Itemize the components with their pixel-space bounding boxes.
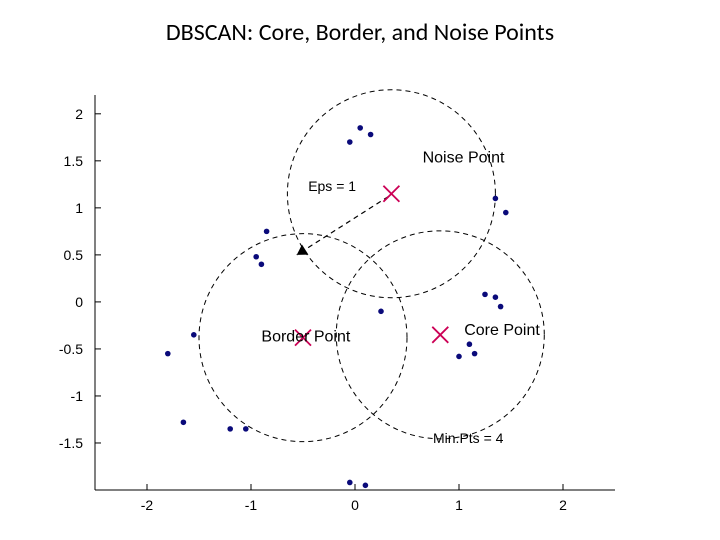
- y-tick-label: 0.5: [64, 247, 84, 263]
- data-point: [493, 294, 499, 300]
- x-tick-label: -1: [245, 497, 258, 513]
- data-point: [264, 229, 270, 235]
- x-tick-label: -2: [141, 497, 154, 513]
- data-point: [253, 254, 259, 260]
- data-point: [503, 210, 509, 216]
- data-point: [347, 139, 353, 145]
- y-tick-label: -1: [71, 388, 84, 404]
- y-tick-label: 1.5: [64, 153, 84, 169]
- y-tick-label: 0: [75, 294, 83, 310]
- data-point: [243, 426, 249, 432]
- data-point: [347, 480, 353, 486]
- minpts-label: Min.Pts = 4: [433, 430, 504, 446]
- y-tick-label: 1: [75, 200, 83, 216]
- border-point-label: Border Point: [261, 328, 350, 345]
- y-tick-label: -1.5: [59, 435, 83, 451]
- data-point: [467, 341, 473, 347]
- data-point: [493, 196, 499, 202]
- x-tick-label: 2: [559, 497, 567, 513]
- data-point: [472, 351, 478, 357]
- eps-label: Eps = 1: [308, 178, 356, 194]
- y-tick-label: 2: [75, 106, 83, 122]
- x-tick-label: 1: [455, 497, 463, 513]
- data-point: [259, 261, 265, 267]
- data-point: [456, 354, 462, 360]
- data-point: [378, 309, 384, 315]
- data-point: [363, 482, 369, 488]
- core-point-label: Core Point: [464, 322, 540, 339]
- scatter-plot: -1.5-1-0.500.511.52-2-1012Noise PointEps…: [95, 95, 615, 490]
- data-point: [191, 332, 197, 338]
- noise-point-label: Noise Point: [423, 150, 505, 167]
- data-point: [165, 351, 171, 357]
- data-point: [227, 426, 233, 432]
- eps-arrow: [297, 197, 389, 255]
- eps-arrow-head: [297, 244, 309, 254]
- y-tick-label: -0.5: [59, 341, 83, 357]
- page-title: DBSCAN: Core, Border, and Noise Points: [0, 0, 720, 47]
- data-point: [181, 419, 187, 425]
- data-point: [498, 304, 504, 310]
- x-tick-label: 0: [351, 497, 359, 513]
- data-point: [368, 132, 374, 138]
- data-point: [482, 292, 488, 298]
- data-point: [357, 125, 363, 131]
